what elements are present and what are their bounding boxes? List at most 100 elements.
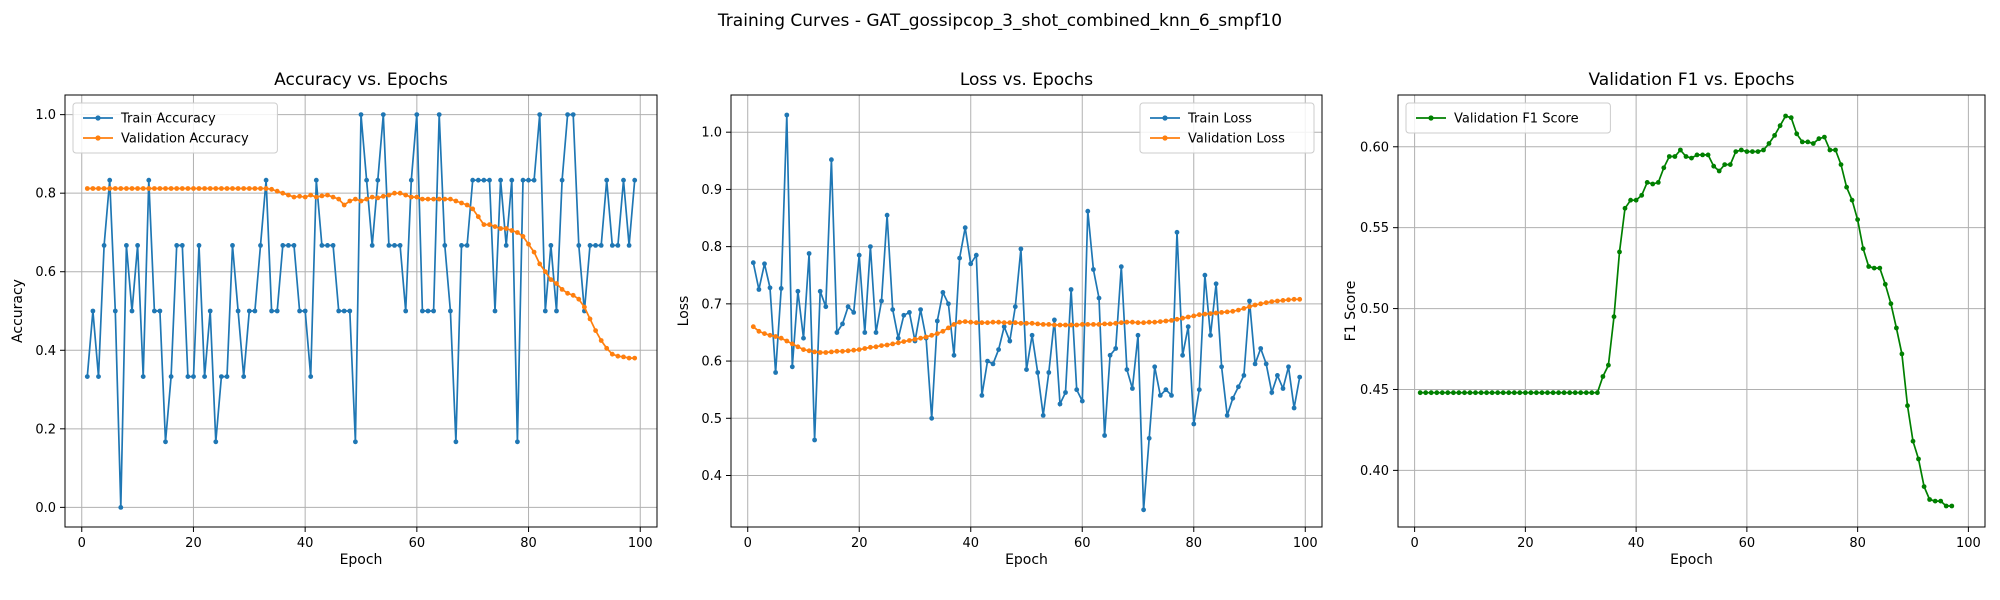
data-point — [313, 177, 319, 183]
data-point — [1888, 301, 1894, 307]
data-point — [817, 350, 823, 355]
data-point — [1833, 147, 1838, 153]
data-point — [1040, 322, 1046, 327]
data-point — [442, 243, 448, 248]
data-point — [1805, 139, 1811, 145]
data-point — [1506, 390, 1512, 396]
data-point — [414, 194, 420, 200]
data-point — [851, 347, 857, 353]
data-point — [453, 439, 459, 445]
data-point — [1617, 249, 1622, 255]
x-axis-label: Epoch — [340, 552, 383, 568]
data-point — [1716, 168, 1722, 174]
data-point — [1163, 318, 1169, 324]
data-point — [386, 243, 392, 248]
data-point — [767, 285, 773, 291]
data-point — [845, 304, 851, 310]
plot-frame — [1397, 94, 1986, 528]
data-point — [241, 374, 247, 379]
data-point — [375, 177, 381, 183]
y-tick-label: 0.5 — [701, 412, 722, 427]
data-point — [968, 319, 974, 325]
data-point — [118, 505, 124, 510]
data-point — [762, 261, 767, 267]
data-point — [269, 186, 274, 192]
data-point — [929, 415, 935, 421]
data-point — [1102, 321, 1107, 327]
data-point — [873, 344, 879, 350]
data-point — [1024, 320, 1029, 326]
data-point — [609, 351, 615, 357]
data-point — [487, 177, 492, 183]
data-point — [750, 260, 756, 266]
data-point — [1445, 390, 1451, 396]
data-point — [918, 307, 923, 312]
data-point — [291, 243, 297, 248]
data-point — [129, 308, 135, 314]
data-point — [101, 186, 107, 191]
data-point — [840, 321, 845, 327]
data-point — [806, 348, 812, 354]
data-point — [1606, 362, 1611, 368]
data-point — [369, 194, 375, 200]
data-point — [313, 194, 319, 200]
data-point — [263, 186, 269, 191]
data-point — [1057, 322, 1063, 328]
data-point — [302, 308, 308, 314]
legend-marker — [1162, 115, 1168, 121]
data-point — [235, 308, 241, 314]
data-point — [1655, 180, 1661, 185]
data-point — [414, 112, 420, 117]
data-point — [1711, 163, 1717, 169]
data-point — [570, 112, 576, 117]
y-tick-label: 0.40 — [1360, 464, 1389, 479]
data-point — [951, 352, 957, 358]
data-point — [1523, 390, 1528, 396]
data-point — [174, 243, 180, 248]
data-point — [1169, 393, 1174, 398]
data-point — [531, 249, 537, 255]
data-point — [269, 308, 274, 314]
data-point — [1600, 374, 1606, 379]
data-point — [168, 186, 174, 191]
data-point — [163, 186, 168, 191]
data-point — [1074, 322, 1080, 328]
data-point — [146, 186, 152, 191]
data-point — [118, 186, 124, 191]
data-point — [1517, 390, 1523, 396]
data-point — [1258, 301, 1264, 307]
data-point — [470, 177, 476, 183]
data-point — [1894, 325, 1899, 331]
data-point — [1169, 318, 1174, 323]
legend-marker — [1428, 115, 1434, 121]
data-point — [884, 342, 890, 348]
data-point — [1539, 390, 1545, 396]
data-point — [263, 177, 269, 183]
data-point — [1838, 162, 1844, 168]
data-point — [1528, 390, 1534, 396]
legend: Validation F1 Score — [1405, 102, 1611, 134]
data-point — [380, 112, 386, 117]
data-point — [453, 198, 459, 204]
data-point — [1224, 413, 1230, 418]
data-point — [576, 243, 582, 248]
x-tick-label: 0 — [744, 536, 752, 551]
x-tick-label: 20 — [1517, 536, 1534, 551]
f1-chart: 0 20 40 60 80 100 0.40 0.45 0.50 0.55 0.60 Validati… — [1343, 70, 1986, 568]
data-point — [1943, 503, 1949, 509]
data-point — [934, 331, 940, 336]
data-point — [1208, 311, 1213, 316]
data-point — [773, 334, 778, 339]
data-point — [1174, 229, 1180, 235]
legend-label: Validation Accuracy — [121, 132, 249, 147]
data-point — [762, 331, 767, 336]
data-point — [1628, 197, 1633, 203]
data-point — [604, 345, 610, 351]
data-point — [862, 330, 868, 335]
data-point — [1040, 413, 1046, 418]
data-point — [1788, 115, 1794, 121]
x-tick-label: 20 — [851, 536, 868, 551]
data-point — [829, 157, 834, 163]
data-point — [1777, 123, 1783, 129]
data-point — [604, 177, 610, 183]
